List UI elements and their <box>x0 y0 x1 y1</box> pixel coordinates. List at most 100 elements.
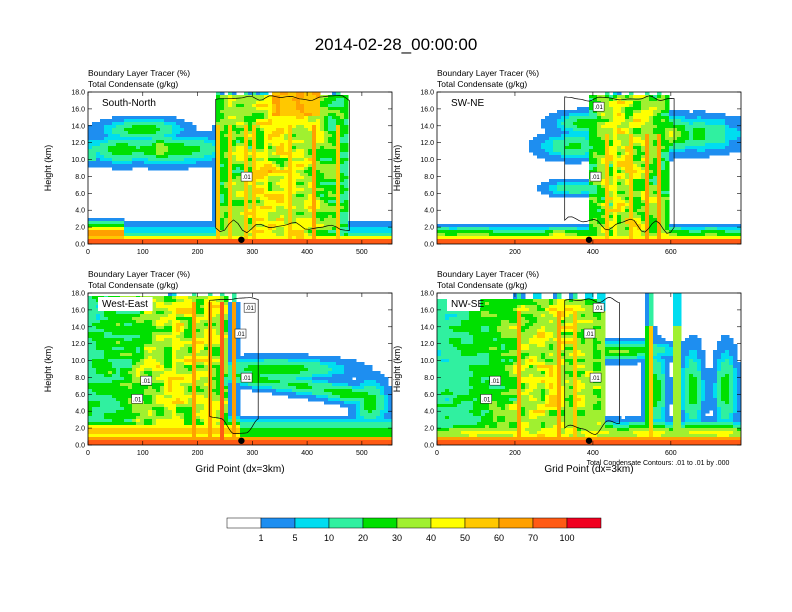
y-tick-label: 12.0 <box>71 140 85 147</box>
colorbar-label: 40 <box>426 533 436 543</box>
colorbar-swatch <box>328 517 364 529</box>
y-tick-label: 12.0 <box>420 140 434 147</box>
y-tick-label: 18.0 <box>420 291 434 298</box>
panel-label: West-East <box>102 299 148 310</box>
panel-label-bg <box>98 96 164 110</box>
y-tick-label: 6.0 <box>424 191 434 198</box>
y-axis-label: Height (km) <box>43 346 53 393</box>
y-tick-label: 18.0 <box>420 90 434 97</box>
field-title-condensate: Total Condensate (g/kg) <box>437 280 527 290</box>
colorbar-label: 10 <box>324 533 334 543</box>
x-tick-label: 100 <box>137 249 149 256</box>
y-tick-label: 16.0 <box>420 307 434 314</box>
panel-label-bg <box>447 96 480 110</box>
plot-frame <box>436 91 742 245</box>
x-tick-label: 500 <box>356 249 368 256</box>
svg-text:.01: .01 <box>594 105 603 111</box>
y-tick-label: 14.0 <box>71 123 85 130</box>
contour-label: .01 <box>592 302 605 313</box>
y-axis-label: Height (km) <box>43 145 53 192</box>
x-tick-label: 600 <box>665 249 677 256</box>
colorbar-label: 1 <box>258 533 263 543</box>
y-tick-label: 10.0 <box>420 358 434 365</box>
y-tick-label: 0.0 <box>424 443 434 450</box>
colorbar-swatch <box>566 517 602 529</box>
y-tick-label: 8.0 <box>424 375 434 382</box>
field-title-tracer: Boundary Layer Tracer (%) <box>88 68 190 78</box>
y-tick-label: 4.0 <box>75 208 85 215</box>
x-tick-label: 400 <box>587 249 599 256</box>
field-title-tracer: Boundary Layer Tracer (%) <box>437 269 539 279</box>
x-axis-label: Grid Point (dx=3km) <box>195 464 284 475</box>
contour-label: .01 <box>240 171 253 182</box>
y-tick-label: 10.0 <box>71 358 85 365</box>
contour-label: .01 <box>589 372 602 383</box>
panel-west-east: .01 .01 .01 .01 .01 0.0 2.0 4.0 6.0 8.0 10.0 12.0 14… <box>43 269 393 475</box>
y-tick-label: 6.0 <box>75 392 85 399</box>
panel-nw-se: .01 .01 .01 .01 .01 0.0 2.0 4.0 6.0 8.0 10.0 12.0 14… <box>392 269 742 475</box>
x-tick-label: 400 <box>587 450 599 457</box>
field-title-condensate: Total Condensate (g/kg) <box>88 79 178 89</box>
panel-label: NW-SE <box>451 299 484 310</box>
y-tick-label: 18.0 <box>71 90 85 97</box>
y-tick-label: 8.0 <box>75 375 85 382</box>
contour-label: .01 <box>489 375 502 386</box>
contour-label: .01 <box>589 171 602 182</box>
x-tick-label: 200 <box>192 249 204 256</box>
field-title-condensate: Total Condensate (g/kg) <box>88 280 178 290</box>
field-title-tracer: Boundary Layer Tracer (%) <box>437 68 539 78</box>
y-tick-label: 0.0 <box>75 242 85 249</box>
x-tick-label: 0 <box>435 450 439 457</box>
tracer-field <box>437 92 741 244</box>
contour-label: .01 <box>240 372 253 383</box>
panel-label: South-North <box>102 98 156 109</box>
colorbar-label: 60 <box>494 533 504 543</box>
y-tick-label: 0.0 <box>424 242 434 249</box>
contour-label: .01 <box>234 328 247 339</box>
svg-text:.01: .01 <box>242 175 251 181</box>
panel-label-bg <box>447 297 480 311</box>
field-title-condensate: Total Condensate (g/kg) <box>437 79 527 89</box>
y-tick-label: 8.0 <box>75 174 85 181</box>
y-tick-label: 12.0 <box>71 341 85 348</box>
y-axis-label: Height (km) <box>392 145 402 192</box>
y-tick-label: 0.0 <box>75 443 85 450</box>
colorbar-label: 5 <box>292 533 297 543</box>
field-title-tracer: Boundary Layer Tracer (%) <box>88 269 190 279</box>
y-tick-label: 10.0 <box>420 157 434 164</box>
panel-sw-ne: .01 .01 0.0 2.0 4.0 6.0 8.0 10.0 12.0 14.0 16.0 18.… <box>392 68 742 256</box>
x-tick-label: 300 <box>246 450 258 457</box>
colorbar-swatch <box>396 517 432 529</box>
y-tick-label: 8.0 <box>424 174 434 181</box>
x-tick-label: 200 <box>509 249 521 256</box>
colorbar-label: 70 <box>528 533 538 543</box>
y-tick-label: 16.0 <box>71 106 85 113</box>
colorbar: 1 5 10 20 30 40 50 60 70 100 <box>226 517 602 543</box>
y-tick-label: 2.0 <box>75 225 85 232</box>
location-marker <box>585 236 593 243</box>
location-marker <box>238 437 245 444</box>
condensate-contour <box>564 297 620 435</box>
contour-label: .01 <box>583 328 596 339</box>
colorbar-label: 100 <box>559 533 574 543</box>
colorbar-swatch <box>260 517 296 529</box>
x-tick-label: 600 <box>665 450 677 457</box>
contour-label: .01 <box>480 394 492 404</box>
y-tick-label: 2.0 <box>424 426 434 433</box>
y-tick-label: 6.0 <box>424 392 434 399</box>
tracer-field <box>88 92 392 244</box>
x-tick-label: 200 <box>509 450 521 457</box>
y-tick-label: 14.0 <box>71 324 85 331</box>
location-marker <box>585 437 593 444</box>
panel-label: SW-NE <box>451 98 484 109</box>
x-tick-label: 0 <box>86 249 90 256</box>
colorbar-swatch <box>498 517 534 529</box>
colorbar-label: 30 <box>392 533 402 543</box>
colorbar-swatch <box>430 517 466 529</box>
x-tick-label: 100 <box>137 450 149 457</box>
colorbar-swatch <box>226 517 262 529</box>
colorbar-label: 20 <box>358 533 368 543</box>
y-axis-label: Height (km) <box>392 346 402 393</box>
figure-title: 2014-02-28_00:00:00 <box>315 35 478 54</box>
condensate-contour <box>209 297 259 434</box>
